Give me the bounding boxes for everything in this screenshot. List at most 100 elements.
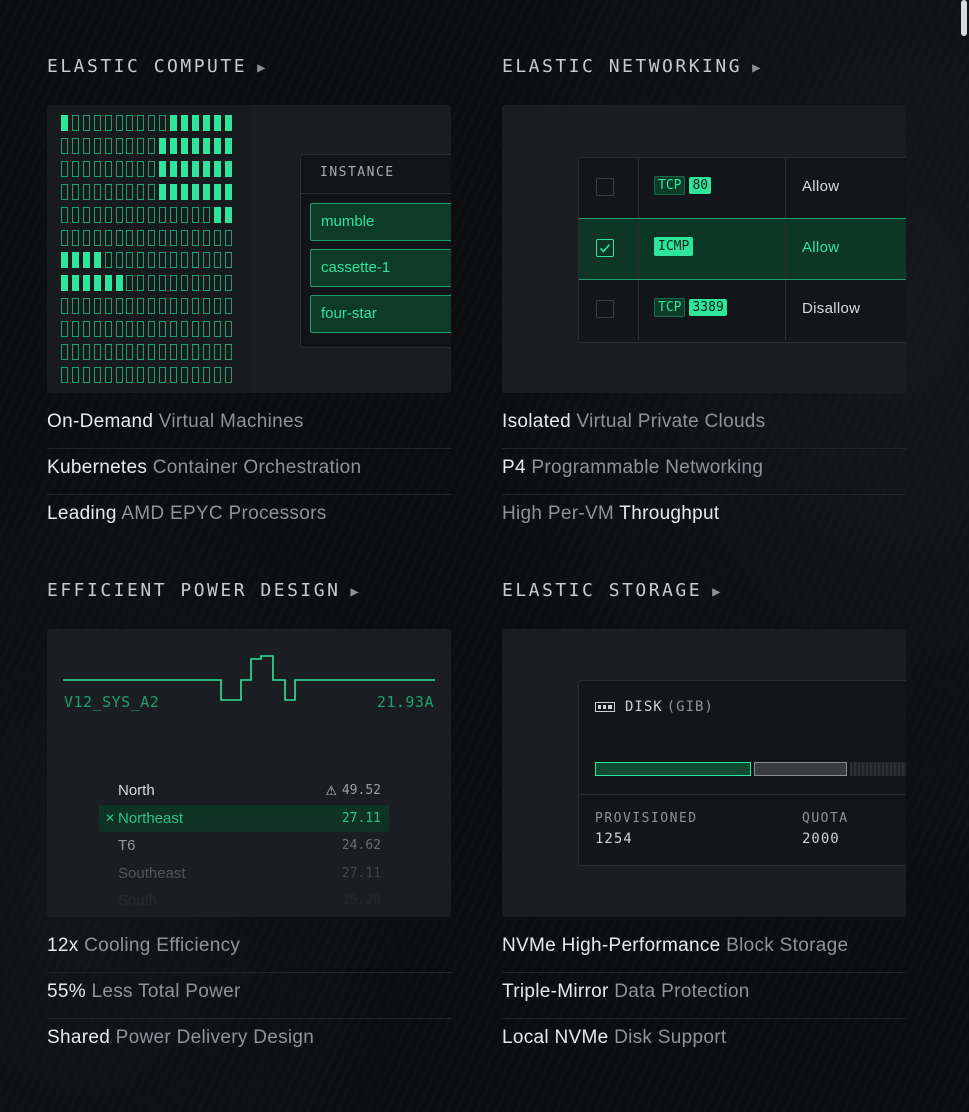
available-bar xyxy=(850,762,906,776)
vm-slot xyxy=(115,252,123,269)
vm-slot xyxy=(104,252,112,269)
feature-item: On-Demand Virtual Machines xyxy=(47,403,451,449)
vm-slot xyxy=(180,252,188,269)
vm-slot xyxy=(224,252,232,269)
vm-slot xyxy=(82,321,90,338)
rule-checkbox[interactable] xyxy=(596,300,614,318)
region-list: North ⚠ 49.52 ✕ Northeast 27.11 T6 24.62 Sout… xyxy=(99,777,389,915)
section-title[interactable]: ELASTIC STORAGE ▶ xyxy=(502,579,906,603)
vm-slot xyxy=(82,252,90,269)
firewall-rule-row[interactable]: ICMP Allow xyxy=(579,218,906,280)
region-name: Southeast xyxy=(118,864,186,882)
rule-checkbox[interactable] xyxy=(596,239,614,257)
vm-slot xyxy=(115,160,123,177)
rule-checkbox[interactable] xyxy=(596,178,614,196)
vm-slot xyxy=(180,298,188,315)
section-title[interactable]: EFFICIENT POWER DESIGN ▶ xyxy=(47,579,451,603)
vm-slot xyxy=(82,275,90,292)
scrollbar-thumb[interactable] xyxy=(961,0,967,36)
vm-slot xyxy=(148,298,156,315)
section-title[interactable]: ELASTIC COMPUTE ▶ xyxy=(47,55,451,79)
vm-slot xyxy=(104,160,112,177)
vm-slot xyxy=(180,344,188,360)
vm-slot xyxy=(93,137,101,154)
section-title[interactable]: ELASTIC NETWORKING ▶ xyxy=(502,55,906,79)
vm-slot xyxy=(61,183,68,200)
region-name: Northeast xyxy=(118,809,184,827)
play-arrow-icon: ▶ xyxy=(752,60,764,76)
region-value: 49.52 xyxy=(341,783,381,798)
vm-slot xyxy=(126,366,134,383)
vm-slot xyxy=(126,344,134,360)
section-elastic-networking: ELASTIC NETWORKING ▶ TCP 80 Allow ICMP All… xyxy=(502,55,906,524)
vm-slot xyxy=(93,160,101,177)
vm-slot xyxy=(93,366,101,383)
vm-slot xyxy=(170,229,177,246)
vm-slot xyxy=(170,206,177,223)
vm-slot xyxy=(137,344,145,360)
vm-slot xyxy=(115,183,123,200)
region-row[interactable]: T6 24.62 xyxy=(99,832,389,860)
disk-icon xyxy=(595,702,615,712)
vm-slot xyxy=(104,298,112,315)
region-row[interactable]: South 25.20 xyxy=(99,887,389,915)
vm-slot xyxy=(148,160,156,177)
vm-slot xyxy=(224,115,232,131)
vm-slot xyxy=(170,137,177,154)
vm-slot xyxy=(202,183,210,200)
vm-slot xyxy=(93,275,101,292)
instance-header: INSTANCE xyxy=(301,155,451,194)
instance-item[interactable]: four-star xyxy=(310,295,451,333)
vm-slot xyxy=(126,206,134,223)
region-row[interactable]: North ⚠ 49.52 xyxy=(99,777,389,805)
vm-slot xyxy=(191,366,199,383)
vm-slot xyxy=(71,321,79,338)
vm-slot xyxy=(180,229,188,246)
vm-slot xyxy=(61,344,68,360)
provisioned-bar xyxy=(595,762,751,776)
vm-slot xyxy=(191,115,199,131)
vm-slot xyxy=(126,183,134,200)
vm-slot xyxy=(191,229,199,246)
vm-slot xyxy=(213,366,221,383)
vm-slot xyxy=(170,252,177,269)
vm-capacity-grid xyxy=(61,115,236,387)
vm-slot xyxy=(93,344,101,360)
vm-slot xyxy=(180,275,188,292)
vm-slot xyxy=(82,160,90,177)
vm-slot xyxy=(82,115,90,131)
vm-slot xyxy=(159,160,167,177)
vm-slot xyxy=(191,252,199,269)
vm-slot xyxy=(148,137,156,154)
instance-item[interactable]: cassette-1 xyxy=(310,249,451,287)
vm-slot xyxy=(159,137,167,154)
instance-item[interactable]: mumble xyxy=(310,203,451,241)
firewall-rule-row[interactable]: TCP 80 Allow xyxy=(579,158,906,218)
feature-item: Local NVMe Disk Support xyxy=(502,1027,727,1048)
vm-slot xyxy=(213,183,221,200)
vm-slot xyxy=(126,321,134,338)
vm-slot xyxy=(224,206,232,223)
power-waveform xyxy=(63,655,435,701)
region-row[interactable]: Southeast 27.11 xyxy=(99,860,389,888)
quota-value: 2000 xyxy=(802,831,840,847)
vm-slot xyxy=(71,229,79,246)
play-arrow-icon: ▶ xyxy=(712,584,723,600)
region-row[interactable]: ✕ Northeast 27.11 xyxy=(99,804,389,832)
power-card: V12_SYS_A2 21.93A North ⚠ 49.52 ✕ Northeast… xyxy=(47,629,451,917)
vm-slot xyxy=(82,344,90,360)
vm-slot xyxy=(93,206,101,223)
vm-slot xyxy=(213,298,221,315)
vm-slot xyxy=(115,298,123,315)
networking-card: TCP 80 Allow ICMP Allow TCP 3389 Disallow xyxy=(502,105,906,393)
vm-slot xyxy=(137,160,145,177)
vm-slot xyxy=(71,137,79,154)
vm-slot xyxy=(137,275,145,292)
rule-protocol: ICMP xyxy=(654,237,694,256)
vm-slot xyxy=(93,115,101,131)
firewall-rule-row[interactable]: TCP 3389 Disallow xyxy=(579,280,906,340)
close-icon[interactable]: ✕ xyxy=(105,810,116,825)
vm-slot xyxy=(115,321,123,338)
vm-slot xyxy=(93,252,101,269)
vm-slot xyxy=(224,160,232,177)
